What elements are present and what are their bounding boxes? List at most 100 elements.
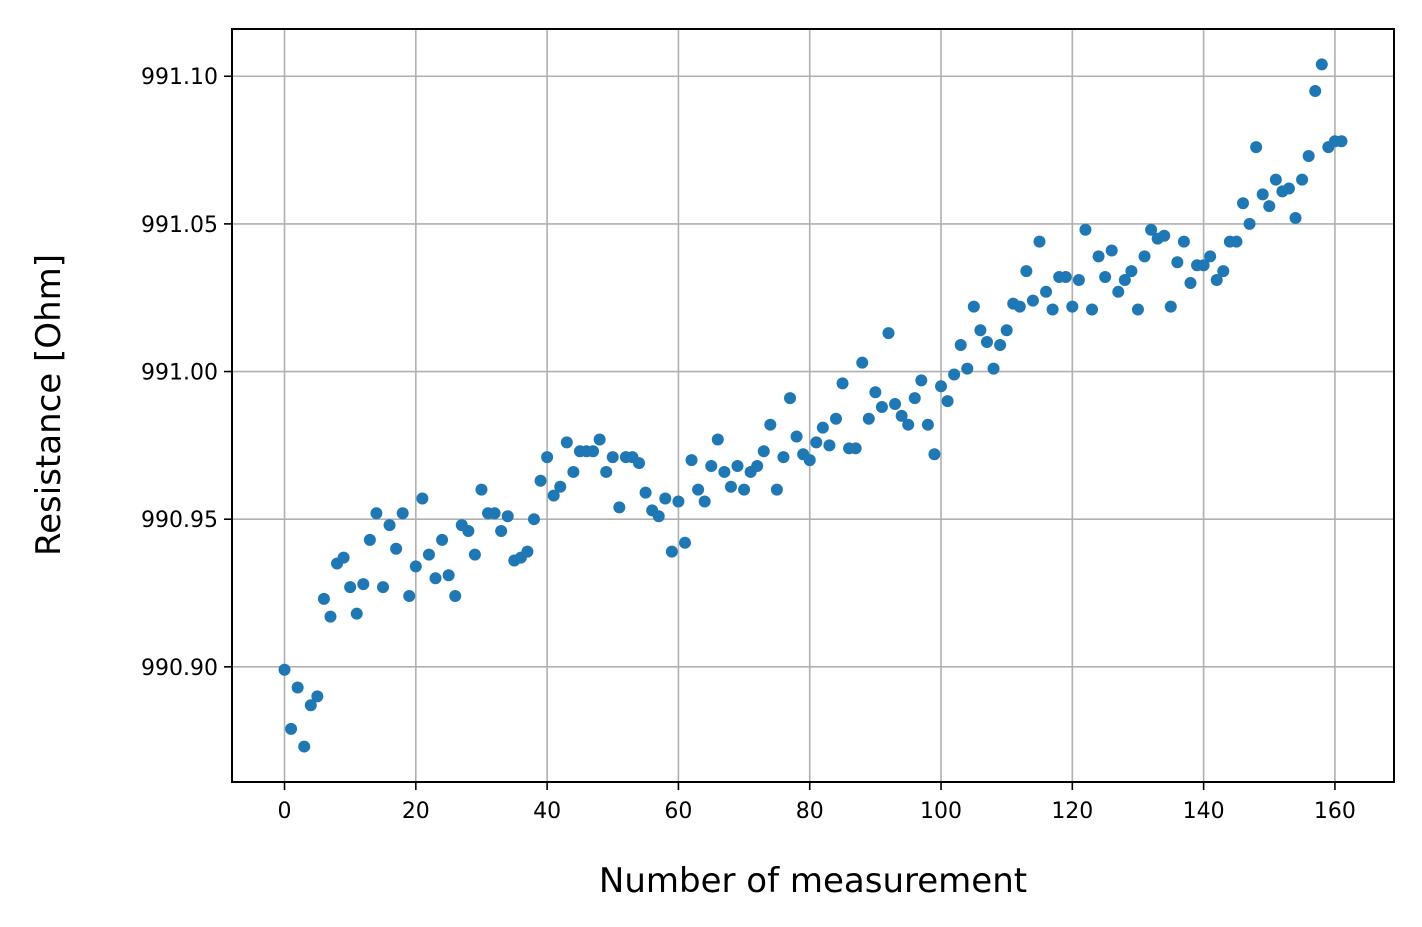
data-point — [1013, 300, 1026, 313]
data-point — [376, 581, 389, 594]
data-point — [816, 421, 829, 434]
data-point — [1237, 197, 1250, 210]
data-point — [1210, 274, 1223, 286]
data-point — [908, 392, 921, 405]
data-point — [974, 324, 987, 337]
data-point — [383, 519, 396, 532]
data-point — [862, 412, 875, 425]
data-point — [600, 465, 613, 478]
data-point — [935, 380, 948, 393]
data-point — [534, 474, 547, 487]
data-point — [291, 681, 304, 694]
data-point — [547, 489, 560, 502]
data-point — [1243, 217, 1256, 230]
x-tick-label: 0 — [278, 799, 292, 824]
data-point — [370, 507, 383, 520]
data-point — [1092, 250, 1105, 263]
data-point — [1059, 271, 1072, 284]
data-point — [1204, 250, 1217, 263]
data-point — [1040, 285, 1053, 298]
data-point — [1296, 173, 1309, 186]
data-point — [337, 551, 350, 564]
data-point — [731, 460, 744, 473]
y-tick-label: 990.90 — [141, 656, 218, 681]
data-point — [1256, 188, 1269, 201]
data-point — [869, 386, 882, 399]
data-point — [1269, 173, 1282, 186]
data-point — [1099, 271, 1112, 284]
data-point — [350, 607, 363, 620]
data-point — [396, 507, 409, 520]
x-tick-label: 40 — [533, 799, 561, 824]
data-point — [1138, 250, 1151, 263]
data-point — [1131, 303, 1144, 316]
data-point — [921, 418, 934, 431]
x-tick-label: 20 — [402, 799, 430, 824]
x-tick-label: 120 — [1051, 799, 1093, 824]
data-point — [357, 578, 370, 591]
data-point — [659, 492, 672, 505]
data-point — [278, 663, 291, 676]
data-point — [1289, 211, 1302, 224]
data-point — [875, 400, 888, 413]
data-point — [390, 542, 403, 555]
data-point — [429, 572, 442, 585]
data-point — [633, 457, 646, 470]
data-point — [856, 356, 869, 369]
data-point — [777, 451, 790, 464]
data-point — [587, 445, 600, 458]
data-point — [1217, 265, 1230, 278]
data-point — [344, 581, 357, 594]
data-point — [468, 548, 481, 561]
data-point — [541, 451, 554, 464]
data-point — [1184, 276, 1197, 289]
y-tick-label: 991.10 — [141, 65, 218, 90]
data-point — [1079, 223, 1092, 236]
data-point — [652, 510, 665, 523]
x-axis-ticks: 0 20 40 60 80 100 120 140 160 — [278, 782, 1356, 824]
data-point — [1230, 235, 1243, 248]
y-tick-label: 990.95 — [141, 508, 218, 533]
data-point — [1263, 200, 1276, 213]
data-point — [554, 480, 567, 493]
data-point — [1033, 235, 1046, 248]
data-point — [298, 740, 311, 753]
data-point — [606, 451, 619, 464]
data-point — [1086, 303, 1099, 316]
data-point — [895, 409, 908, 422]
data-point — [363, 533, 376, 546]
data-point — [1302, 149, 1315, 162]
data-point — [948, 368, 961, 381]
data-point — [1046, 303, 1059, 316]
data-point — [593, 433, 606, 446]
data-point — [403, 589, 416, 602]
data-point — [711, 433, 724, 446]
y-tick-label: 991.05 — [141, 213, 218, 238]
x-tick-label: 140 — [1183, 799, 1225, 824]
data-point — [1309, 85, 1322, 98]
data-point — [521, 545, 534, 558]
data-point — [849, 442, 862, 455]
data-point — [810, 436, 823, 449]
data-point — [692, 483, 705, 496]
data-point — [738, 483, 751, 496]
data-point — [1105, 244, 1118, 257]
data-point — [915, 374, 928, 387]
data-point — [770, 483, 783, 496]
data-point — [1171, 256, 1184, 269]
data-point — [1177, 235, 1190, 248]
y-axis-ticks: 990.90 990.95 991.00 991.05 991.10 — [141, 65, 232, 681]
data-point — [567, 465, 580, 478]
data-points — [278, 58, 1348, 753]
data-point — [1026, 294, 1039, 307]
grid-lines — [232, 29, 1394, 782]
data-point — [672, 495, 685, 508]
data-point — [501, 510, 514, 523]
data-point — [1020, 265, 1033, 278]
data-point — [285, 722, 298, 735]
x-tick-label: 160 — [1314, 799, 1356, 824]
data-point — [751, 460, 764, 473]
data-point — [488, 507, 501, 520]
data-point — [1000, 324, 1013, 337]
y-tick-label: 991.00 — [141, 361, 218, 386]
